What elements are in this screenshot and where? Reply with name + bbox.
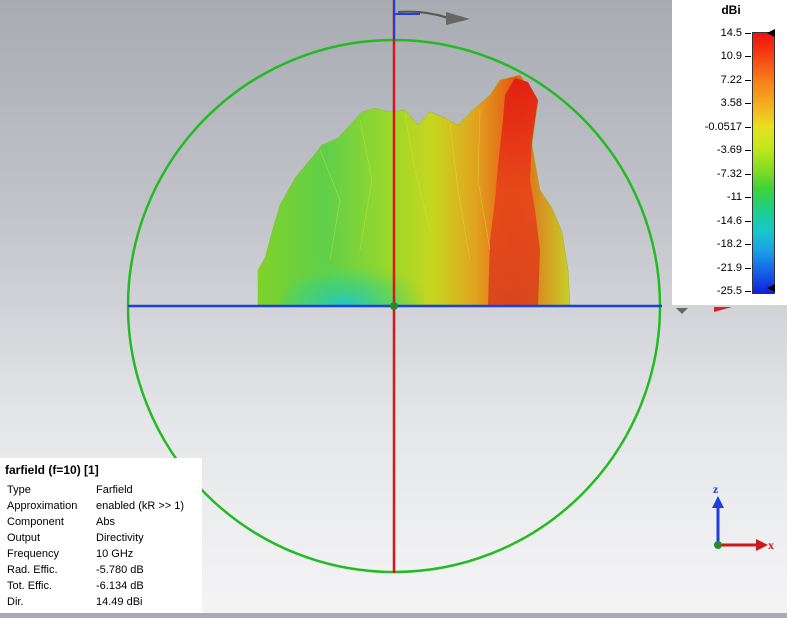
colorbar-tick-label: -11	[726, 191, 742, 204]
colorbar-tick-label: 14.5	[720, 27, 742, 39]
farfield-info-panel: farfield (f=10) [1] Type Farfield Approxim…	[0, 458, 202, 613]
info-row: Approximation enabled (kR >> 1)	[7, 500, 202, 516]
info-row-value: -5.780 dB	[96, 564, 144, 576]
info-row: Component Abs	[7, 516, 202, 532]
colorbar-tick-mark	[745, 79, 751, 81]
info-row-value: -6.134 dB	[96, 580, 144, 592]
colorbar-tick-label: -3.69	[716, 144, 742, 157]
info-row: Rad. Effic. -5.780 dB	[7, 564, 202, 580]
info-row-key: Rad. Effic.	[7, 564, 58, 576]
info-row-key: Approximation	[7, 500, 78, 512]
colorbar-tick-mark	[745, 197, 751, 199]
colorbar-tick-label: -21.9	[716, 261, 742, 274]
info-row-value: Farfield	[96, 484, 133, 496]
colorbar-tick-mark	[745, 103, 751, 105]
info-row: Frequency 10 GHz	[7, 548, 202, 564]
colorbar-tick-label: -18.2	[716, 238, 742, 251]
info-row-value: 10 GHz	[96, 548, 134, 560]
colorbar-tick-label: -0.0517	[704, 120, 742, 133]
colorbar-tick-label: 3.58	[720, 97, 742, 110]
colorbar-tick-label: -25.5	[716, 285, 742, 297]
info-row-value: 14.49 dBi	[96, 596, 143, 608]
colorbar-legend: dBi 14.5 10.9 7.22 3.58 -0.0517 -3.69 -7.32 -11…	[672, 0, 787, 305]
info-row-key: Dir.	[7, 596, 24, 608]
colorbar-tick-mark	[745, 126, 751, 128]
info-row: Tot. Effic. -6.134 dB	[7, 580, 202, 596]
x-axis-label: x	[768, 538, 774, 552]
max-handle-icon	[767, 29, 775, 37]
info-row-key: Frequency	[7, 548, 59, 560]
info-row-value: Directivity	[96, 532, 144, 544]
radiation-pattern-main-beam	[488, 78, 540, 305]
info-row-value: Abs	[96, 516, 115, 528]
colorbar-tick-mark	[745, 56, 751, 58]
colorbar-tick-mark	[745, 244, 751, 246]
colorbar-tick-label: 10.9	[720, 50, 742, 63]
pattern-facets	[319, 109, 491, 261]
min-handle-icon	[767, 284, 775, 292]
colorbar-tick-mark	[745, 267, 751, 269]
z-axis-label: z	[713, 482, 719, 496]
info-panel-title: farfield (f=10) [1]	[5, 463, 99, 477]
colorbar-tick-mark	[745, 220, 751, 222]
info-row-value: enabled (kR >> 1)	[96, 500, 185, 512]
info-row: Output Directivity	[7, 532, 202, 548]
info-row-key: Component	[7, 516, 64, 528]
rotation-arrow-icon	[397, 10, 449, 19]
radiation-pattern-low-lobe	[280, 230, 425, 305]
colorbar-tick-mark	[745, 33, 751, 34]
info-row-key: Tot. Effic.	[7, 580, 53, 592]
info-row: Dir. 14.49 dBi	[7, 596, 202, 612]
colorbar-slider-handles[interactable]	[767, 26, 781, 298]
colorbar-unit: dBi	[721, 3, 741, 17]
colorbar-tick-mark	[745, 291, 751, 292]
colorbar-tick-mark	[745, 150, 751, 152]
axis-triad: z x	[700, 478, 787, 558]
colorbar-tick-mark	[745, 173, 751, 175]
colorbar-gradient	[752, 32, 775, 294]
colorbar-tick-label: -7.32	[716, 167, 742, 180]
info-row: Type Farfield	[7, 484, 202, 500]
axis-triad-graphic	[712, 496, 768, 551]
info-row-key: Output	[7, 532, 41, 544]
colorbar-tick-label: -14.6	[716, 214, 742, 227]
info-row-key: Type	[7, 484, 31, 496]
colorbar-tick-label: 7.22	[720, 73, 742, 86]
